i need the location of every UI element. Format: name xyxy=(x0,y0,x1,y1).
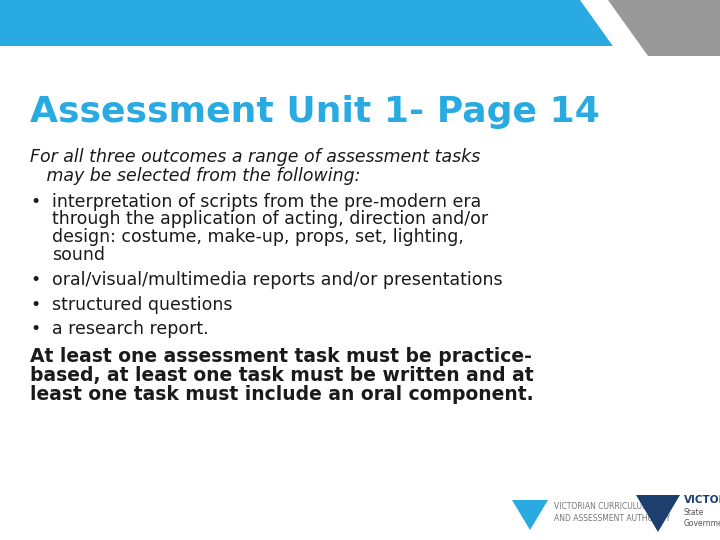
Text: •: • xyxy=(30,295,40,314)
Polygon shape xyxy=(512,500,548,530)
Text: least one task must include an oral component.: least one task must include an oral comp… xyxy=(30,386,534,404)
Bar xyxy=(0,0,720,46)
Text: VICTORIAN CURRICULUM
AND ASSESSMENT AUTHORITY: VICTORIAN CURRICULUM AND ASSESSMENT AUTH… xyxy=(554,502,670,523)
Text: sound: sound xyxy=(52,246,105,264)
Polygon shape xyxy=(600,0,720,56)
Text: design: costume, make-up, props, set, lighting,: design: costume, make-up, props, set, li… xyxy=(52,228,464,246)
Text: Assessment Unit 1- Page 14: Assessment Unit 1- Page 14 xyxy=(30,95,600,129)
Text: •: • xyxy=(30,320,40,338)
Text: oral/visual/multimedia reports and/or presentations: oral/visual/multimedia reports and/or pr… xyxy=(52,271,503,289)
Text: based, at least one task must be written and at: based, at least one task must be written… xyxy=(30,367,534,386)
Text: •: • xyxy=(30,193,40,211)
Polygon shape xyxy=(580,0,648,56)
Polygon shape xyxy=(636,495,680,532)
Text: may be selected from the following:: may be selected from the following: xyxy=(30,167,361,185)
Text: VICTORIA: VICTORIA xyxy=(684,495,720,505)
Text: •: • xyxy=(30,271,40,289)
Text: structured questions: structured questions xyxy=(52,295,233,314)
Text: State
Government: State Government xyxy=(684,508,720,528)
Text: through the application of acting, direction and/or: through the application of acting, direc… xyxy=(52,211,488,228)
Text: For all three outcomes a range of assessment tasks: For all three outcomes a range of assess… xyxy=(30,148,480,166)
Text: At least one assessment task must be practice-: At least one assessment task must be pra… xyxy=(30,348,532,367)
Text: a research report.: a research report. xyxy=(52,320,209,338)
Text: interpretation of scripts from the pre-modern era: interpretation of scripts from the pre-m… xyxy=(52,193,481,211)
